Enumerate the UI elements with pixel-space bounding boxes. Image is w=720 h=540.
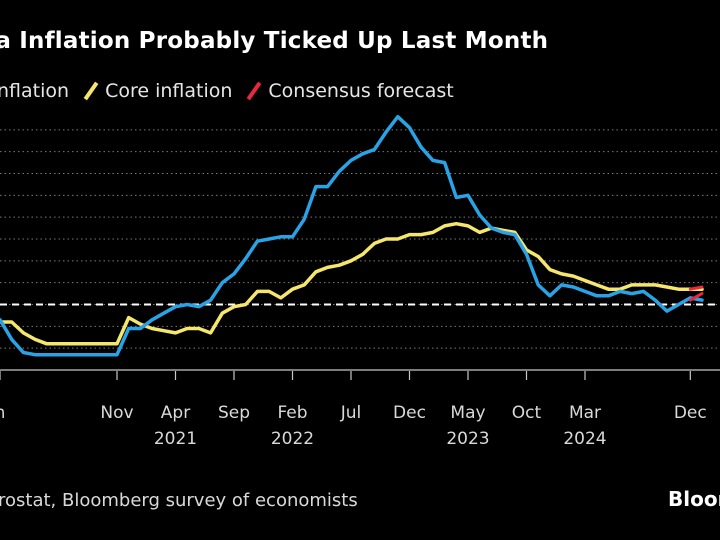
legend-item-core: Core inflation bbox=[83, 80, 232, 102]
series-layer bbox=[0, 114, 704, 357]
x-tick-label-4: Feb bbox=[277, 403, 307, 423]
x-tick-label-2: Apr bbox=[161, 403, 190, 423]
x-tick-label-1: Nov bbox=[100, 403, 133, 423]
legend: e inflation Core inflation Consensus for… bbox=[0, 80, 468, 102]
x-year-label-9: 2024 bbox=[563, 429, 606, 449]
series-line-1 bbox=[0, 221, 704, 346]
x-tick-label-8: Oct bbox=[512, 403, 542, 423]
x-tick-label-9: Mar bbox=[569, 403, 601, 423]
x-tick-label-7: May bbox=[450, 403, 485, 423]
legend-label-consensus: Consensus forecast bbox=[268, 80, 454, 102]
legend-label-headline: e inflation bbox=[0, 80, 70, 102]
source-note: rostat, Bloomberg survey of economists bbox=[0, 490, 358, 511]
series-line-0 bbox=[0, 114, 704, 357]
x-axis: n Nov Apr 2021 Sep Feb 2022 Jul Dec May 2023 Oct Mar… bbox=[0, 371, 707, 449]
x-year-label-7: 2023 bbox=[446, 429, 489, 449]
legend-item-consensus: Consensus forecast bbox=[246, 80, 454, 102]
x-tick-label-0: n bbox=[0, 403, 5, 423]
brand-logo-text: Bloor bbox=[668, 487, 720, 511]
legend-label-core: Core inflation bbox=[105, 80, 233, 102]
series-line-3 bbox=[688, 285, 704, 291]
series-line-2 bbox=[688, 292, 704, 302]
x-tick-label-10: Dec bbox=[674, 403, 707, 423]
x-tick-label-5: Jul bbox=[340, 403, 362, 423]
chart-title: rea Inflation Probably Ticked Up Last Mo… bbox=[0, 28, 549, 54]
x-year-label-4: 2022 bbox=[271, 429, 314, 449]
x-year-label-2: 2021 bbox=[154, 429, 197, 449]
x-tick-label-3: Sep bbox=[218, 403, 250, 423]
legend-item-headline: e inflation bbox=[0, 80, 69, 102]
grid-layer bbox=[0, 129, 720, 371]
x-tick-label-6: Dec bbox=[393, 403, 426, 423]
